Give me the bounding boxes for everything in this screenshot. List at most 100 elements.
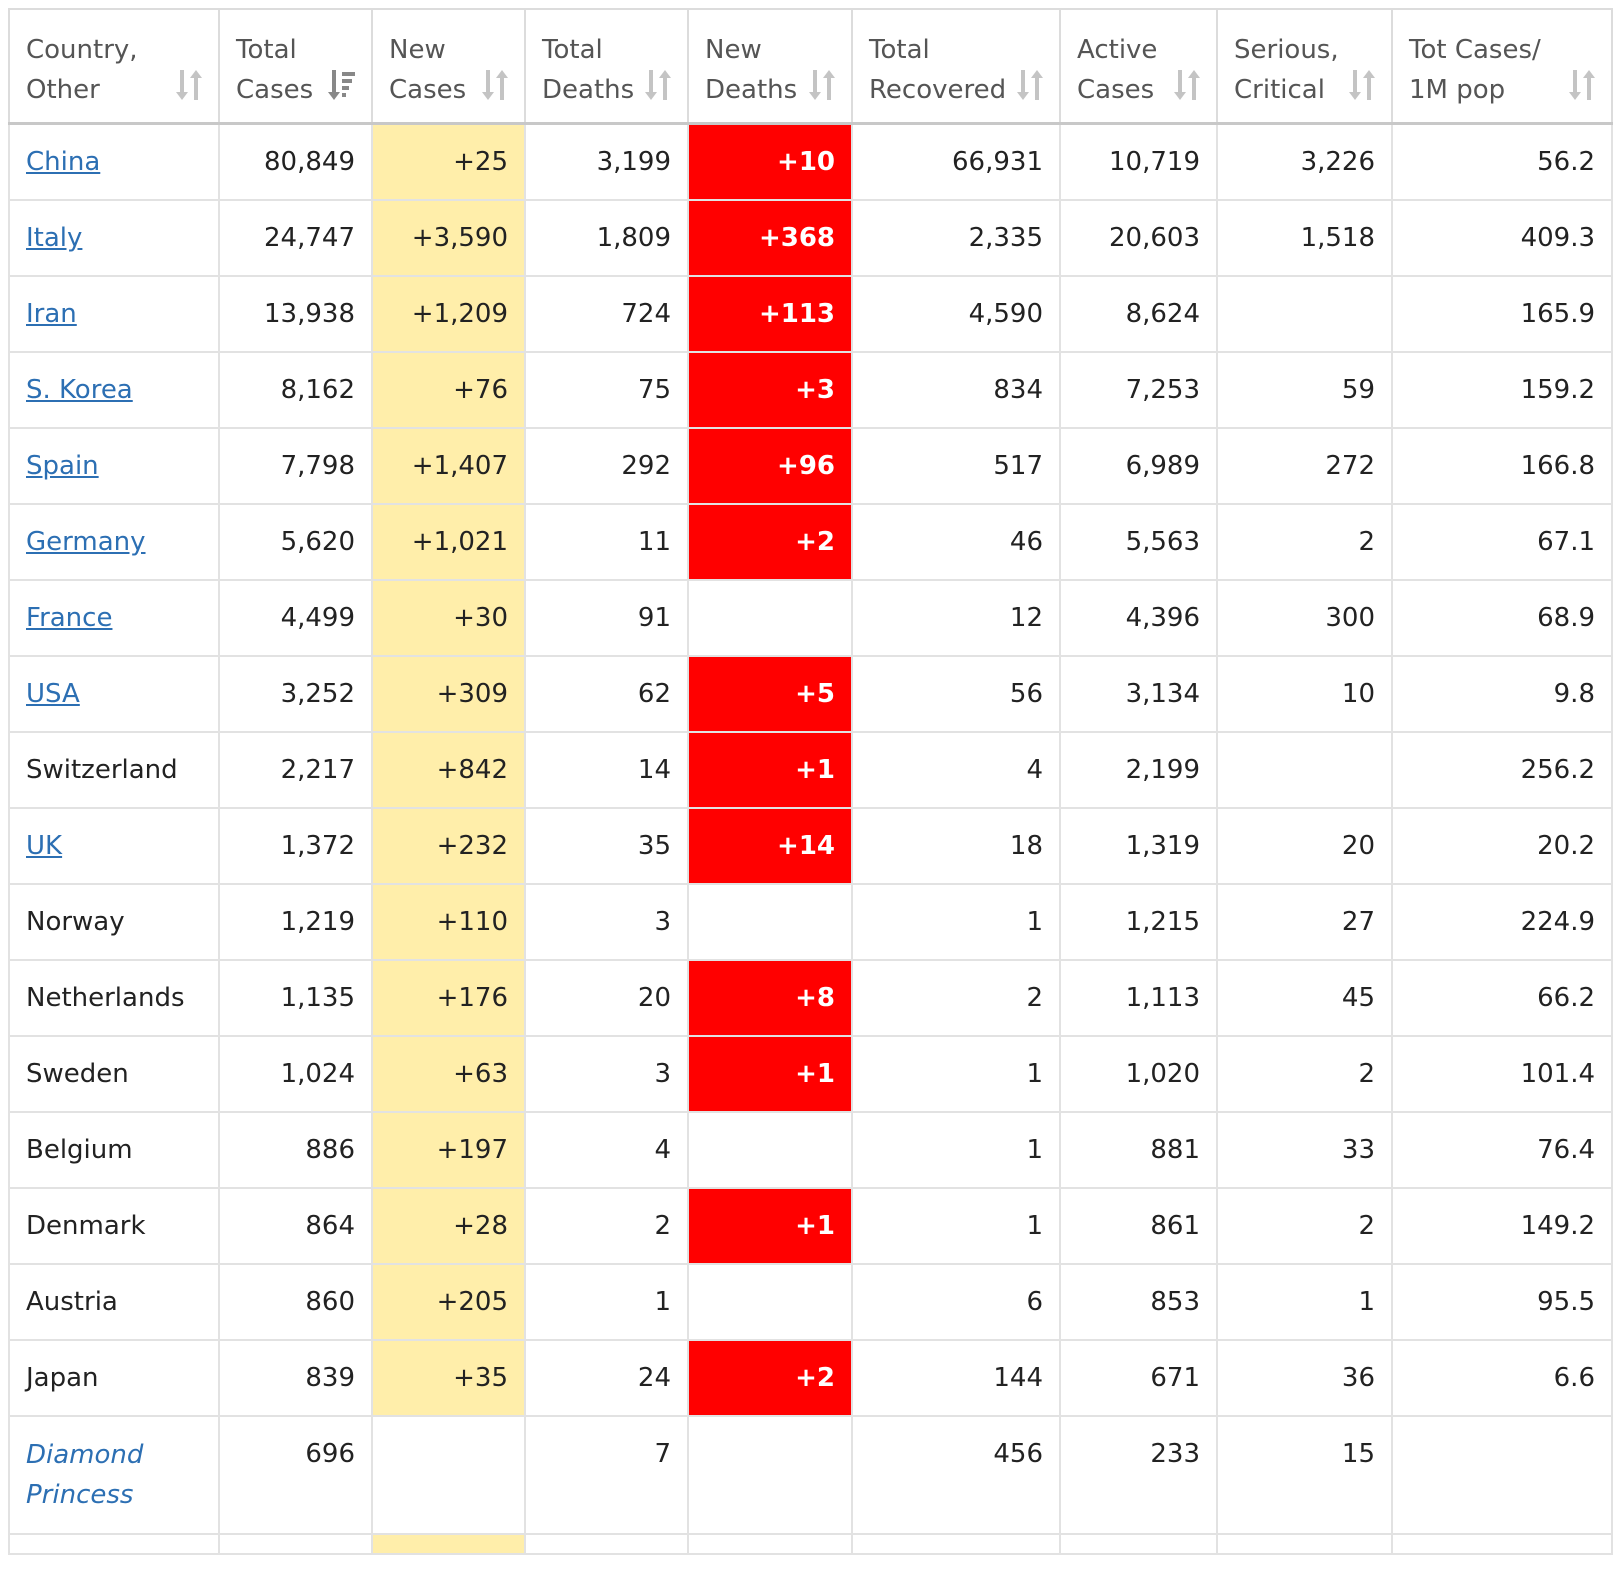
total-cases-cell: 5,620 [218, 502, 373, 581]
total-deaths-cell: 3,199 [524, 122, 689, 201]
active-cases-cell: 881 [1059, 1110, 1218, 1189]
serious-critical-cell: 59 [1216, 350, 1393, 429]
country-cell: Norway [8, 882, 220, 961]
country-link[interactable]: France [26, 602, 113, 633]
sort-icon[interactable] [643, 68, 673, 102]
serious-critical-cell: 1,518 [1216, 198, 1393, 277]
country-cell: S. Korea [8, 350, 220, 429]
country-cell: Belgium [8, 1110, 220, 1189]
new-deaths-cell: +2 [687, 502, 853, 581]
country-link[interactable]: Spain [26, 450, 99, 481]
active-cases-cell: 853 [1059, 1262, 1218, 1341]
header-tot-cases-per-1m-pop[interactable]: Tot Cases/ 1M pop [1391, 8, 1613, 125]
new-deaths-cell [687, 882, 853, 961]
total-deaths-cell: 2 [524, 1186, 689, 1265]
country-cell: Switzerland [8, 730, 220, 809]
country-cell: China [8, 122, 220, 201]
serious-critical-cell: 45 [1216, 958, 1393, 1037]
per-million-cell: 95.5 [1391, 1262, 1613, 1341]
total-cases-cell: 4,499 [218, 578, 373, 657]
header-new-deaths[interactable]: New Deaths [687, 8, 853, 125]
per-million-cell: 256.2 [1391, 730, 1613, 809]
total-recovered-cell: 46 [851, 502, 1061, 581]
table-row: Austria 860 +205 1 6 853 1 95.5 [8, 1262, 1613, 1341]
total-deaths-cell: 24 [524, 1338, 689, 1417]
new-cases-cell: +3,590 [371, 198, 526, 277]
total-deaths-cell: 11 [524, 502, 689, 581]
country-cell: USA [8, 654, 220, 733]
header-label: New Cases [389, 35, 467, 105]
country-link[interactable]: Italy [26, 222, 83, 253]
active-cases-cell: 1,020 [1059, 1034, 1218, 1113]
new-cases-cell: +28 [371, 1186, 526, 1265]
sort-icon[interactable] [807, 68, 837, 102]
new-deaths-cell [687, 1262, 853, 1341]
total-recovered-cell: 1 [851, 1110, 1061, 1189]
total-deaths-cell: 724 [524, 274, 689, 353]
empty-cell [1216, 1532, 1393, 1555]
table-row: Italy 24,747 +3,590 1,809 +368 2,335 20,603 1,5… [8, 198, 1613, 277]
active-cases-cell: 10,719 [1059, 122, 1218, 201]
new-cases-cell: +309 [371, 654, 526, 733]
country-link[interactable]: UK [26, 830, 63, 861]
table-row: Denmark 864 +28 2 +1 1 861 2 149.2 [8, 1186, 1613, 1265]
new-deaths-cell [687, 1110, 853, 1189]
header-new-cases[interactable]: New Cases [371, 8, 526, 125]
country-link[interactable]: China [26, 146, 101, 177]
total-recovered-cell: 4 [851, 730, 1061, 809]
header-label: Total Recovered [869, 35, 1007, 105]
total-cases-cell: 860 [218, 1262, 373, 1341]
country-cell: Italy [8, 198, 220, 277]
new-deaths-cell [687, 1414, 853, 1535]
serious-critical-cell: 33 [1216, 1110, 1393, 1189]
sort-icon[interactable] [1347, 68, 1377, 102]
header-total-deaths[interactable]: Total Deaths [524, 8, 689, 125]
table-row: UK 1,372 +232 35 +14 18 1,319 20 20.2 [8, 806, 1613, 885]
active-cases-cell: 861 [1059, 1186, 1218, 1265]
empty-cell [687, 1532, 853, 1555]
table-row: USA 3,252 +309 62 +5 56 3,134 10 9.8 [8, 654, 1613, 733]
sort-icon[interactable] [1172, 68, 1202, 102]
new-cases-cell: +63 [371, 1034, 526, 1113]
total-recovered-cell: 66,931 [851, 122, 1061, 201]
new-cases-cell: +197 [371, 1110, 526, 1189]
country-cell: Austria [8, 1262, 220, 1341]
table-row [8, 1532, 1613, 1555]
total-deaths-cell: 75 [524, 350, 689, 429]
total-cases-cell: 696 [218, 1414, 373, 1535]
sort-icon[interactable] [1567, 68, 1597, 102]
sort-icon[interactable] [174, 68, 204, 102]
total-deaths-cell: 1,809 [524, 198, 689, 277]
country-cell: Netherlands [8, 958, 220, 1037]
country-cell: Diamond Princess [8, 1414, 220, 1535]
per-million-cell: 20.2 [1391, 806, 1613, 885]
per-million-cell: 9.8 [1391, 654, 1613, 733]
header-total-recovered[interactable]: Total Recovered [851, 8, 1061, 125]
active-cases-cell: 671 [1059, 1338, 1218, 1417]
new-deaths-cell: +10 [687, 122, 853, 201]
header-label: Total Deaths [542, 35, 635, 105]
header-active-cases[interactable]: Active Cases [1059, 8, 1218, 125]
new-cases-cell: +1,209 [371, 274, 526, 353]
table-row: Netherlands 1,135 +176 20 +8 2 1,113 45 66.2 [8, 958, 1613, 1037]
total-cases-cell: 7,798 [218, 426, 373, 505]
sort-icon[interactable] [480, 68, 510, 102]
country-link[interactable]: Iran [26, 298, 77, 329]
header-country-other[interactable]: Country, Other [8, 8, 220, 125]
sort-desc-icon[interactable] [327, 68, 357, 102]
header-total-cases[interactable]: Total Cases [218, 8, 373, 125]
serious-critical-cell: 15 [1216, 1414, 1393, 1535]
country-link[interactable]: S. Korea [26, 374, 133, 405]
country-link[interactable]: USA [26, 678, 80, 709]
total-recovered-cell: 1 [851, 882, 1061, 961]
header-label: Serious, Critical [1234, 35, 1339, 105]
country-link[interactable]: Diamond Princess [26, 1439, 144, 1510]
country-link[interactable]: Germany [26, 526, 146, 557]
serious-critical-cell: 1 [1216, 1262, 1393, 1341]
sort-icon[interactable] [1015, 68, 1045, 102]
new-deaths-cell: +3 [687, 350, 853, 429]
total-cases-cell: 80,849 [218, 122, 373, 201]
serious-critical-cell: 2 [1216, 1186, 1393, 1265]
header-serious-critical[interactable]: Serious, Critical [1216, 8, 1393, 125]
total-recovered-cell: 56 [851, 654, 1061, 733]
